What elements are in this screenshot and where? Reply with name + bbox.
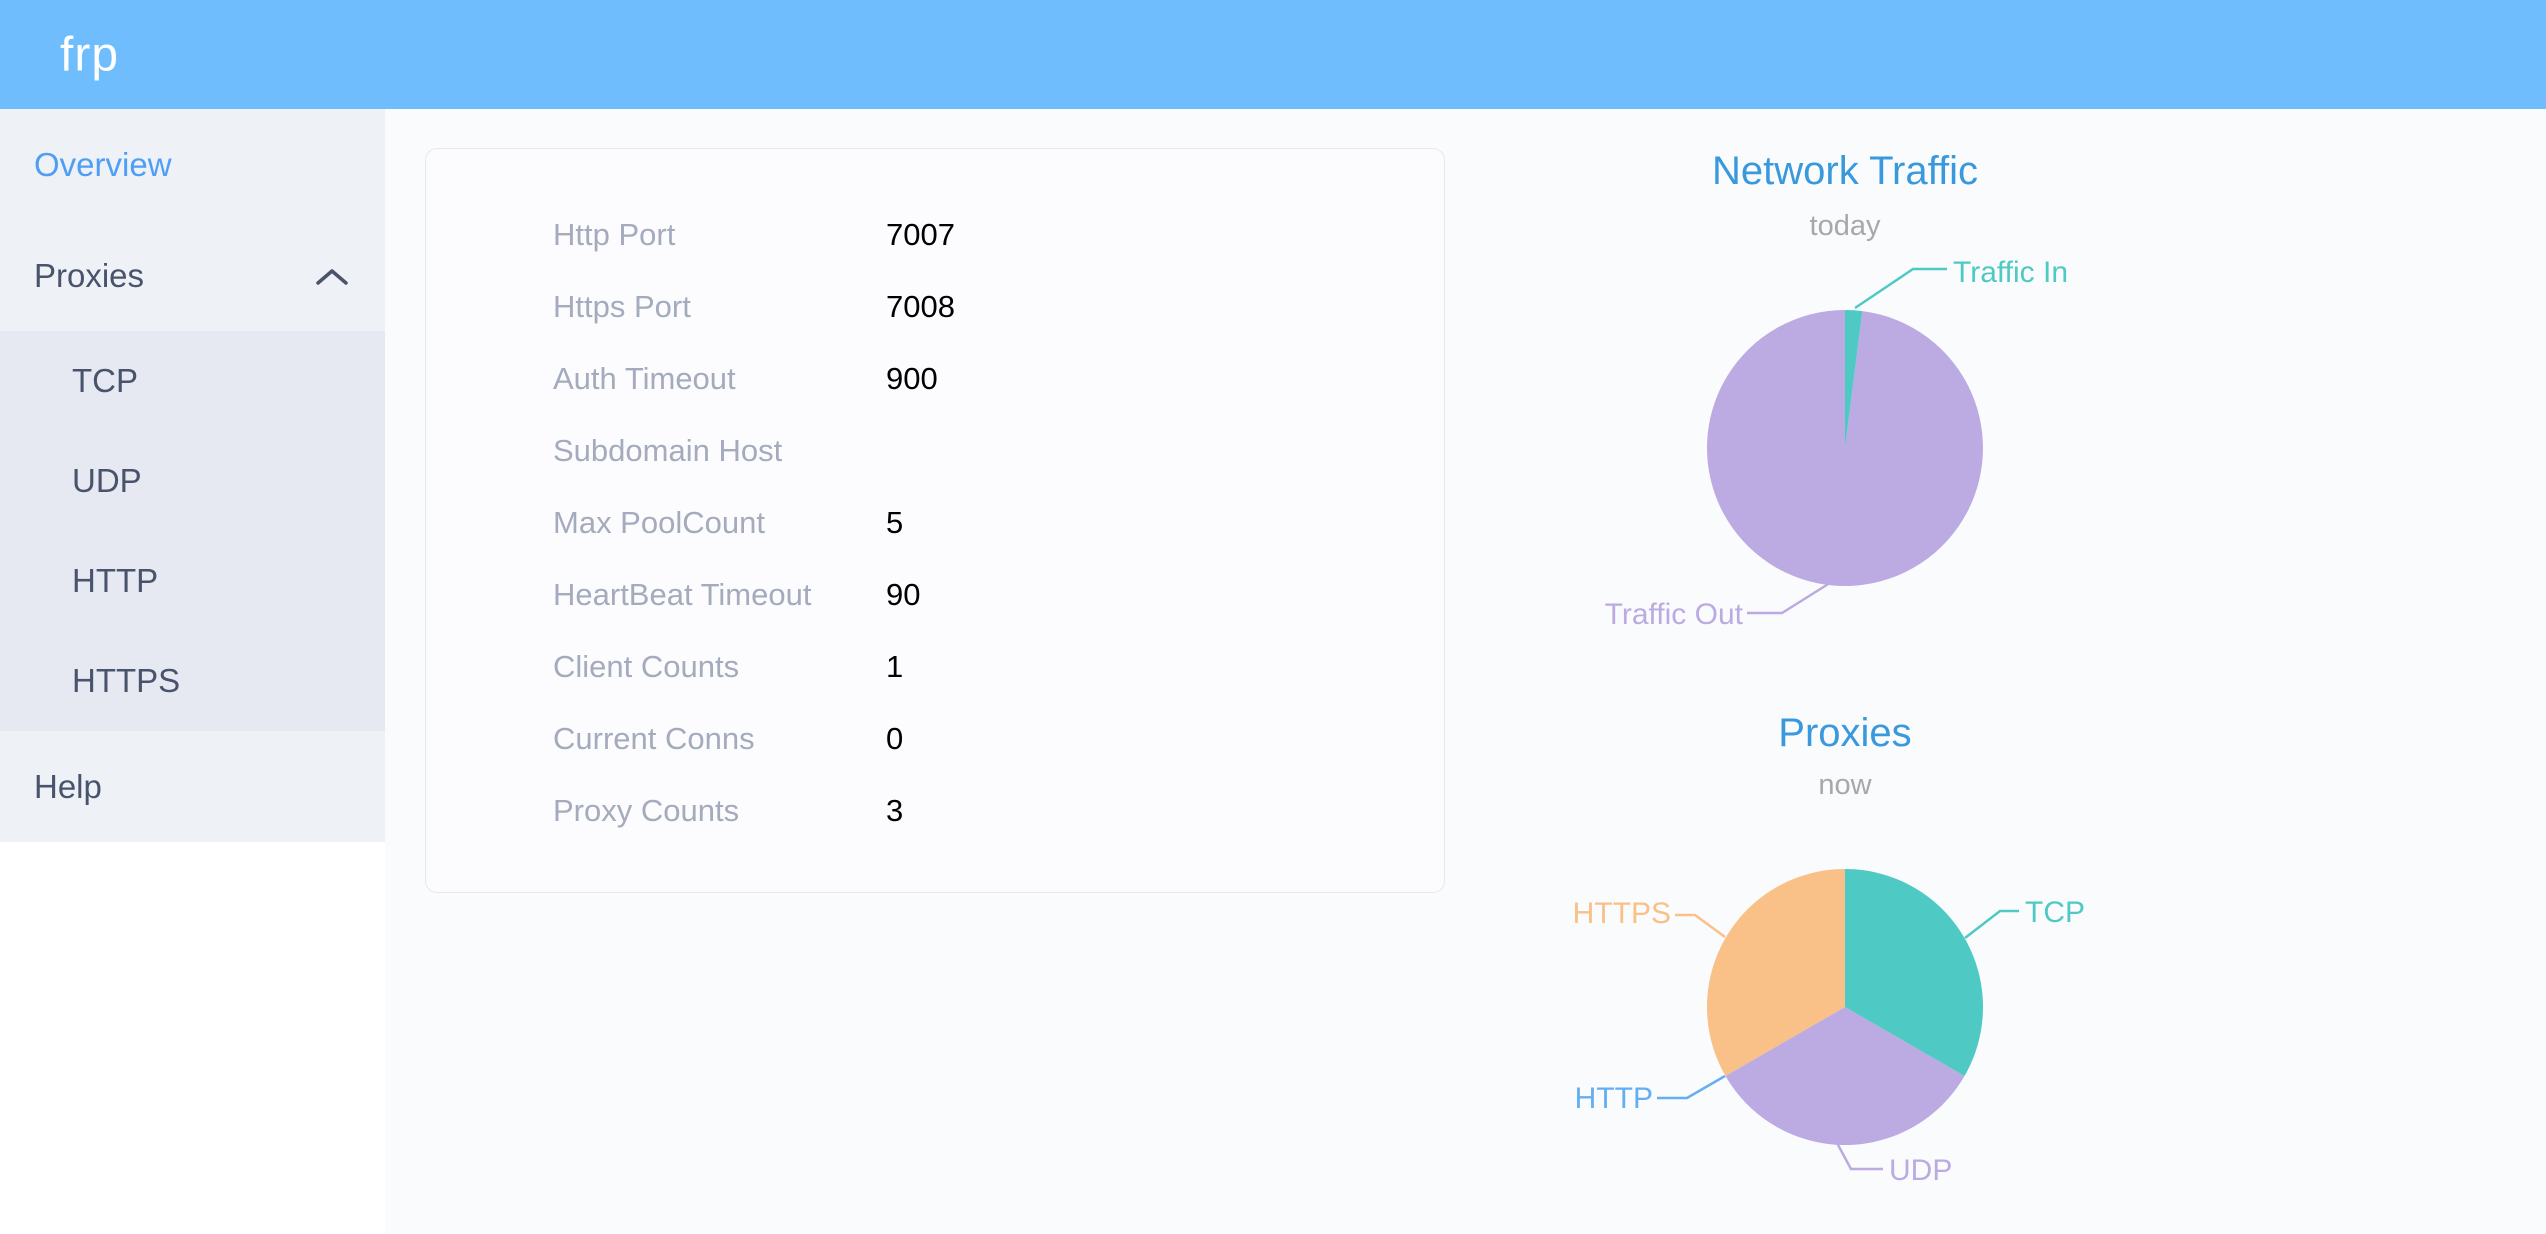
table-row: Subdomain Host: [426, 415, 1444, 487]
info-value: 1: [886, 649, 904, 684]
info-label: Https Port: [553, 289, 691, 324]
info-label: Max PoolCount: [553, 505, 765, 540]
sidebar-subitem-tcp[interactable]: TCP: [72, 362, 138, 399]
pie-slice-tcp[interactable]: [1845, 869, 1983, 1076]
sidebar-subitem-udp[interactable]: UDP: [72, 462, 142, 499]
info-label: HeartBeat Timeout: [553, 577, 812, 612]
leader-line-http: [1657, 1074, 1726, 1100]
pie-label-http: HTTP: [1574, 1082, 1653, 1115]
table-row: HeartBeat Timeout 90: [426, 559, 1444, 631]
sidebar-subitem-https[interactable]: HTTPS: [72, 662, 181, 699]
chart-title: Proxies: [1778, 711, 1912, 755]
leader-line-udp: [1835, 1142, 1883, 1171]
leader-line-https: [1675, 913, 1726, 939]
chart-subtitle: now: [1818, 769, 1872, 801]
app-logo: frp: [60, 28, 120, 81]
info-value: 7008: [886, 289, 955, 324]
pie-label-https: HTTPS: [1572, 897, 1671, 930]
server-info-card: Http Port 7007 Https Port 7008 Auth Time…: [425, 148, 1445, 893]
chart-subtitle: today: [1809, 210, 1881, 242]
pie-label-udp: UDP: [1889, 1154, 1953, 1187]
table-row: Proxy Counts 3: [426, 775, 1444, 847]
proxies-pie[interactable]: [1545, 669, 2145, 1234]
pie-slice-traffic-in[interactable]: [1845, 310, 1863, 448]
info-label: Client Counts: [553, 649, 740, 684]
proxies-chart: Proxies now TCP UDP HTTP HTTPS: [1545, 669, 2145, 1234]
main-content: Http Port 7007 Https Port 7008 Auth Time…: [385, 109, 2546, 1234]
chart-title: Network Traffic: [1712, 149, 1978, 193]
sidebar-item-proxies-label: Proxies: [34, 256, 145, 294]
sidebar: Overview Proxies TCP UDP HTTP HTTPS Help: [0, 109, 385, 1234]
pie-slice-traffic-out[interactable]: [1706, 310, 1983, 586]
table-row: Auth Timeout 900: [426, 343, 1444, 415]
info-value: 90: [886, 577, 921, 612]
info-label: Http Port: [553, 217, 676, 252]
info-label: Auth Timeout: [553, 361, 736, 396]
pie-slice-udp[interactable]: [1725, 1007, 1965, 1145]
info-label: Current Conns: [553, 721, 755, 756]
info-value: 900: [886, 361, 938, 396]
pie-slice-https[interactable]: [1707, 869, 1845, 1076]
info-value: 7007: [886, 217, 955, 252]
table-row: Client Counts 1: [426, 631, 1444, 703]
leader-line-traffic-in: [1854, 267, 1947, 310]
sidebar-item-proxies[interactable]: Proxies: [0, 220, 385, 331]
info-value: 5: [886, 505, 904, 540]
leader-line-tcp: [1964, 909, 2019, 939]
table-row: Https Port 7008: [426, 271, 1444, 343]
table-row: Max PoolCount 5: [426, 487, 1444, 559]
chevron-up-icon: [315, 257, 349, 295]
network-traffic-pie[interactable]: [1545, 109, 2145, 729]
sidebar-menu: Overview Proxies TCP UDP HTTP HTTPS Help: [0, 109, 385, 842]
app-header: frp: [0, 0, 2546, 109]
info-value: 0: [886, 721, 904, 756]
table-row: Current Conns 0: [426, 703, 1444, 775]
table-row: Http Port 7007: [426, 199, 1444, 271]
info-label: Proxy Counts: [553, 793, 740, 828]
network-traffic-chart: Network Traffic today Traffic In Traffic…: [1545, 109, 2145, 729]
pie-label-traffic-in: Traffic In: [1953, 256, 2069, 289]
leader-line-traffic-out: [1747, 579, 1834, 615]
pie-label-traffic-out: Traffic Out: [1604, 598, 1743, 631]
sidebar-subitem-http[interactable]: HTTP: [72, 562, 159, 599]
sidebar-item-overview[interactable]: Overview: [34, 145, 172, 183]
proxies-submenu: TCP UDP HTTP HTTPS: [0, 331, 385, 731]
info-label: Subdomain Host: [553, 433, 783, 468]
sidebar-item-help[interactable]: Help: [34, 767, 102, 805]
pie-label-tcp: TCP: [2025, 896, 2085, 929]
server-info-table: Http Port 7007 Https Port 7008 Auth Time…: [426, 199, 1444, 847]
info-value: 3: [886, 793, 904, 828]
